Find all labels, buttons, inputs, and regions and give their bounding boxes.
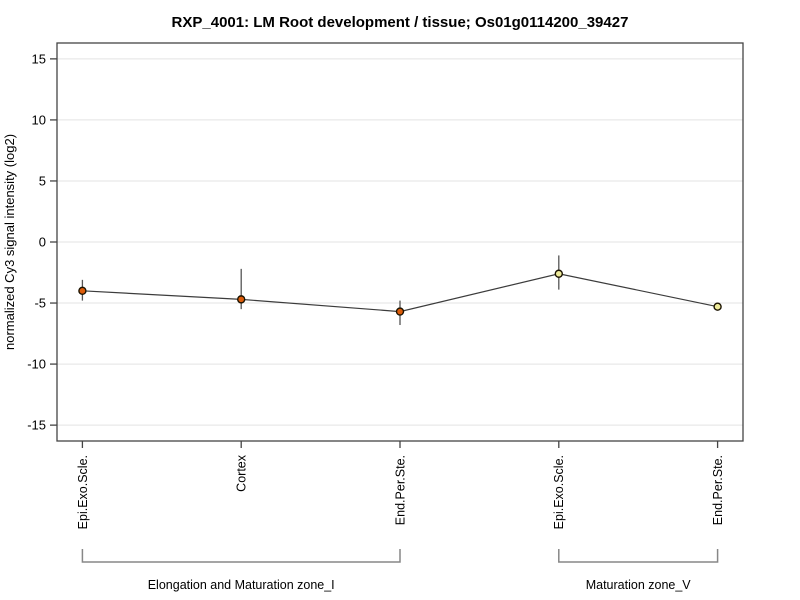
- x-category-label: End.Per.Ste.: [711, 455, 725, 525]
- data-point: [554, 269, 563, 278]
- y-tick-label: 5: [39, 174, 46, 189]
- y-tick-label: -5: [34, 296, 46, 311]
- data-point: [78, 286, 87, 296]
- gridlines: [57, 58, 743, 426]
- group-brackets: Elongation and Maturation zone_I Maturati…: [81, 549, 719, 592]
- x-category-label: Epi.Exo.Scle.: [76, 455, 90, 529]
- group-bracket: [81, 549, 401, 563]
- data-series: [78, 255, 722, 326]
- chart-title: RXP_4001: LM Root development / tissue; …: [172, 14, 629, 31]
- y-tick-label: 10: [32, 112, 46, 127]
- y-tick-label: 15: [32, 51, 46, 66]
- group-label: Maturation zone_V: [586, 578, 692, 592]
- data-point: [395, 307, 405, 316]
- x-category-label: Epi.Exo.Scle.: [552, 455, 566, 529]
- y-tick-label: -15: [27, 418, 46, 433]
- group-bracket: [558, 549, 719, 563]
- group-label: Elongation and Maturation zone_I: [148, 578, 335, 592]
- y-tick-label: -10: [27, 357, 46, 372]
- data-point: [237, 295, 246, 304]
- x-axis: Epi.Exo.Scle. Cortex End.Per.Ste. Epi.Exo.S…: [76, 441, 725, 529]
- x-category-label: End.Per.Ste.: [393, 455, 407, 525]
- x-category-label: Cortex: [235, 454, 249, 492]
- data-point: [713, 302, 722, 311]
- y-axis-title: normalized Cy3 signal intensity (log2): [2, 134, 17, 350]
- y-tick-label: 0: [39, 235, 46, 250]
- y-axis: -15 -10 -5 0 5 10 15: [27, 51, 57, 433]
